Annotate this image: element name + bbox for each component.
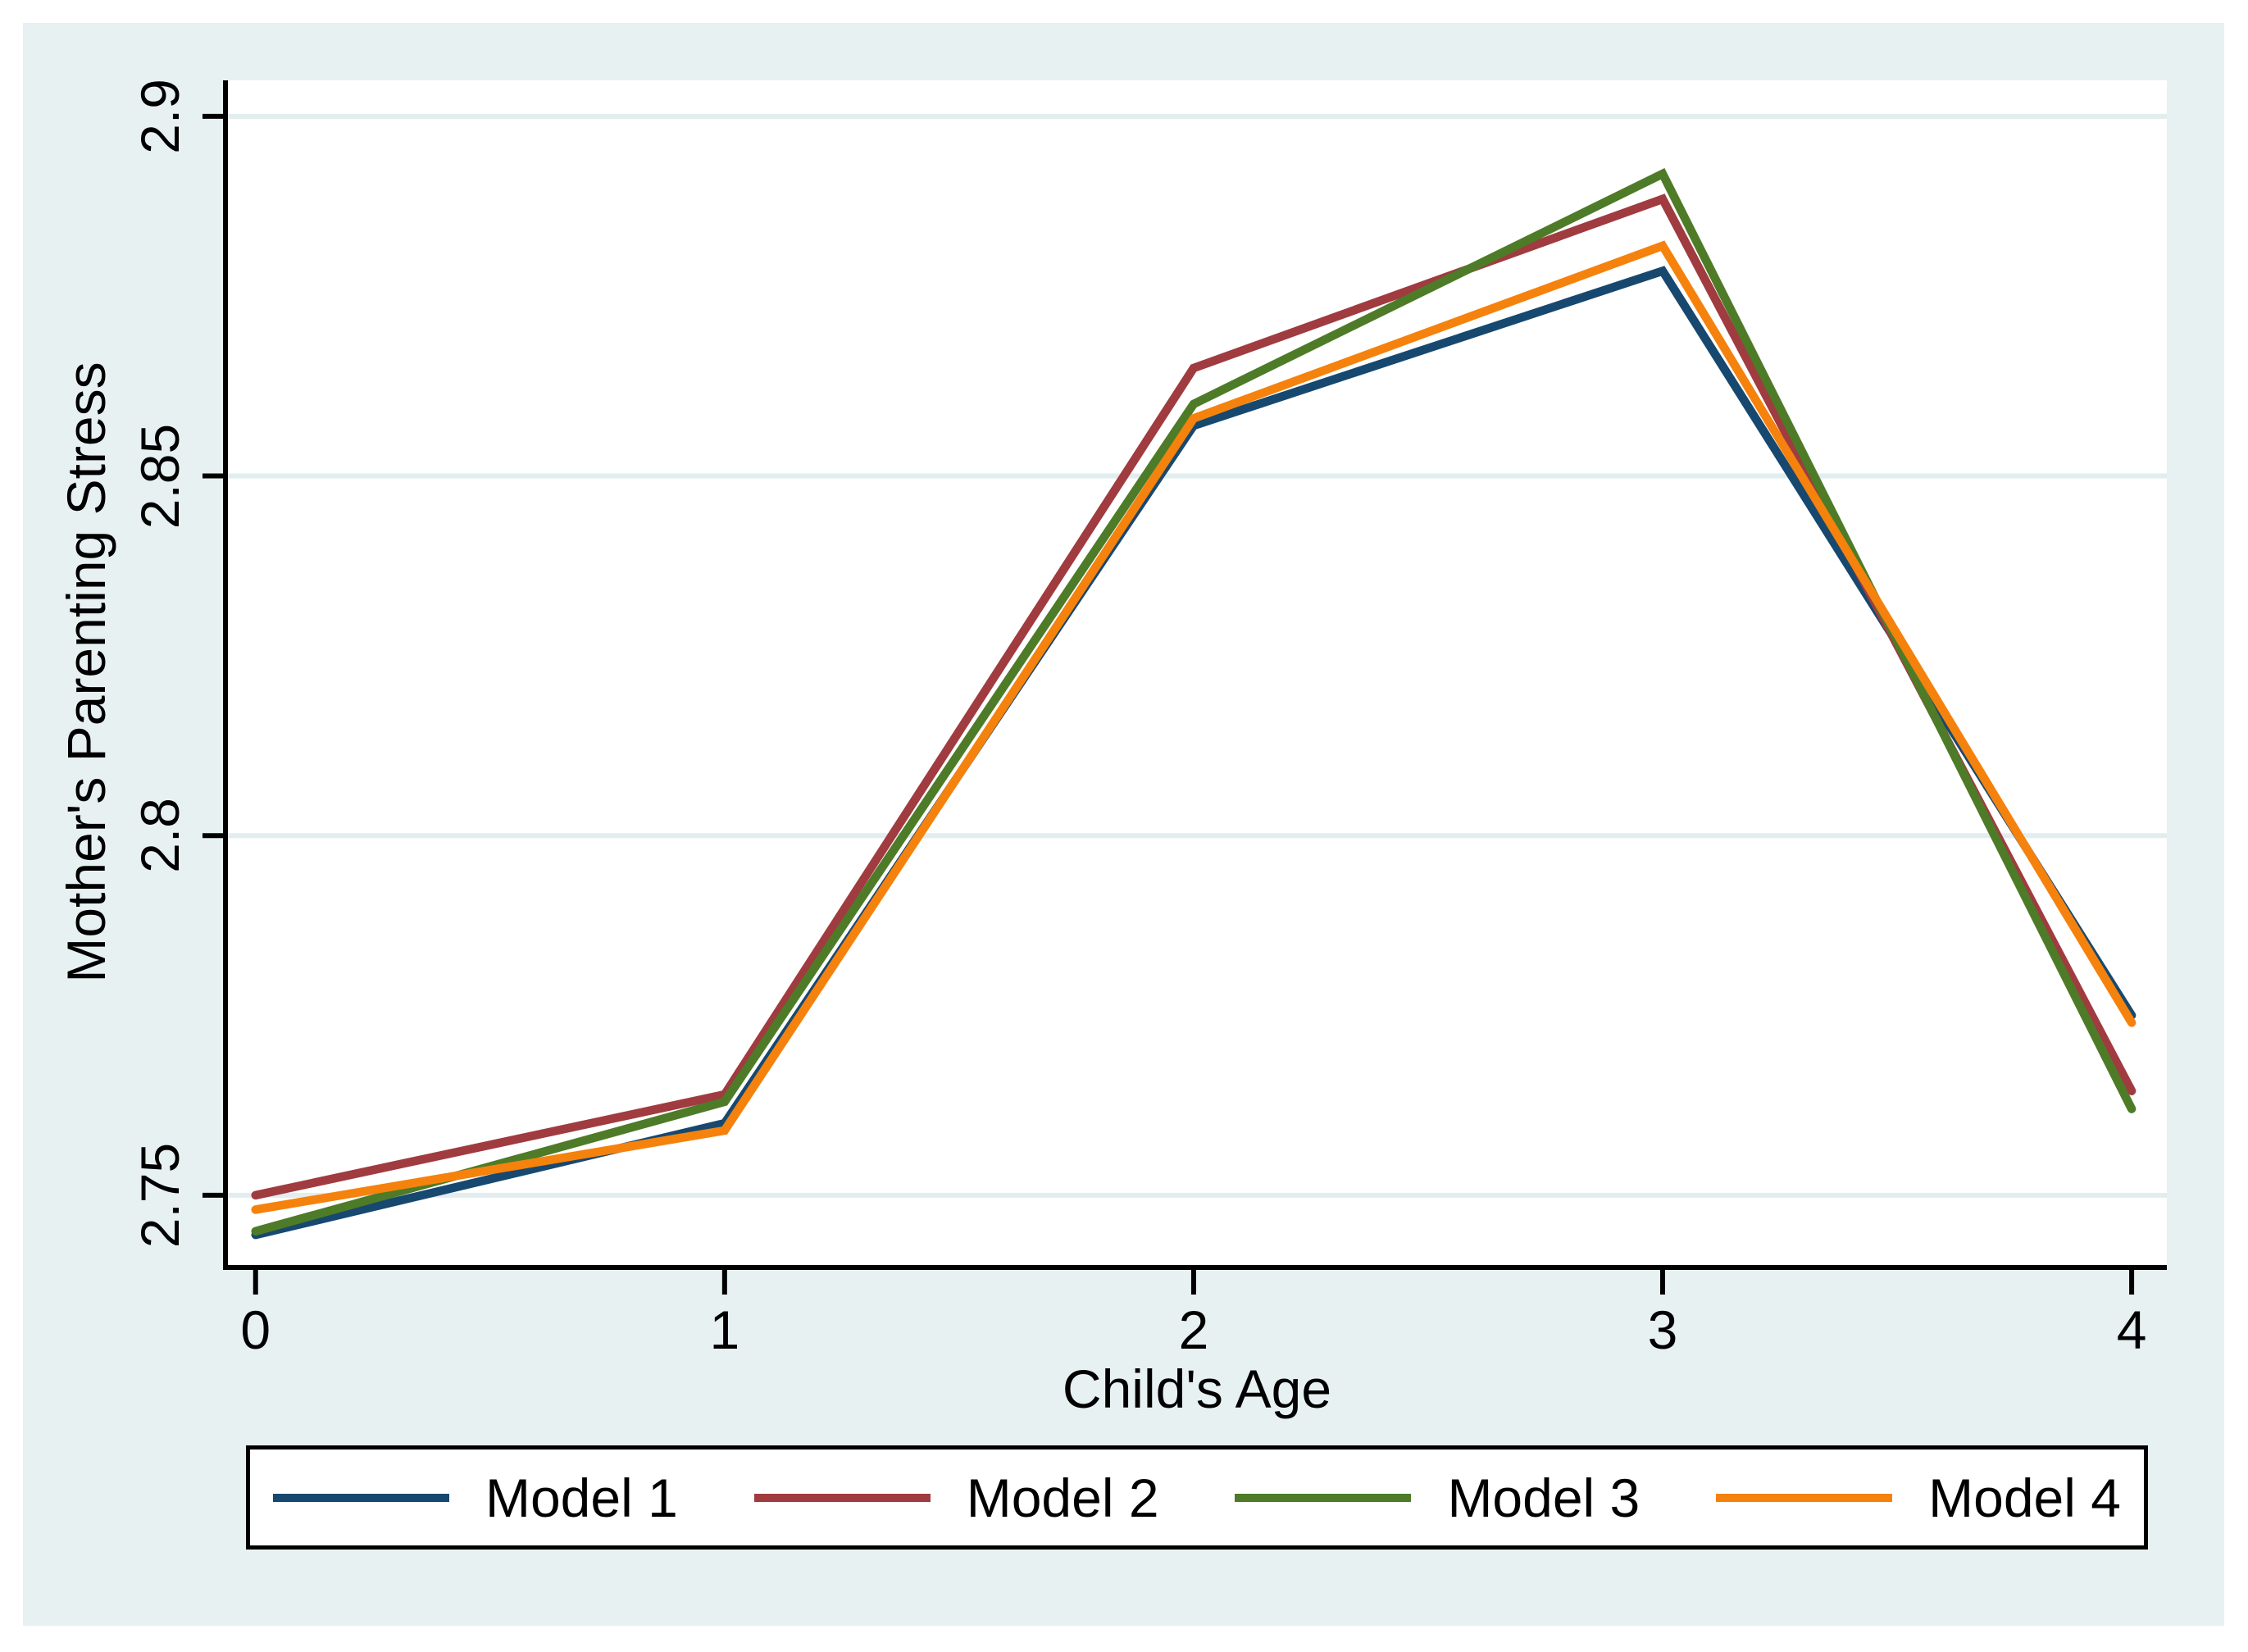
legend-label-model-2: Model 2 [966, 1467, 1159, 1528]
series-line-model-3 [251, 168, 2137, 1236]
plot-region [228, 80, 2167, 1265]
legend-label-model-3: Model 3 [1447, 1467, 1640, 1528]
legend-label-model-4: Model 4 [1928, 1467, 2121, 1528]
legend-entry-model-2: Model 2 [753, 1467, 1159, 1528]
legend-entry-model-4: Model 4 [1716, 1471, 2121, 1525]
x-tick-label: 2 [1178, 1299, 1209, 1360]
x-tick-label: 4 [2116, 1299, 2147, 1360]
model-3-line-swatch [1235, 1493, 1412, 1502]
series-line-model-4 [251, 240, 2137, 1214]
chart-canvas [203, 80, 2167, 1295]
model-2-line-swatch [753, 1493, 931, 1502]
figure-area: Mother's Parenting Stress Child's Age Mo… [23, 23, 2224, 1626]
legend-box: Model 1 Model 2 Model 3 Model 4 [246, 1445, 2148, 1550]
x-axis-title: Child's Age [1062, 1358, 1332, 1419]
legend-entry-model-1: Model 1 [273, 1471, 678, 1525]
legend-entry-model-3: Model 3 [1235, 1471, 1640, 1525]
model-4-line-swatch [1716, 1493, 1893, 1502]
x-tick-label: 1 [709, 1299, 740, 1360]
x-tick-label: 3 [1647, 1299, 1678, 1360]
y-tick-label: 2.75 [130, 1142, 190, 1249]
y-tick-label: 2.9 [130, 78, 190, 154]
y-axis-title: Mother's Parenting Stress [56, 362, 116, 983]
legend-label-model-1: Model 1 [485, 1467, 678, 1528]
series-line-model-2 [251, 193, 2137, 1200]
x-tick-label: 0 [240, 1299, 271, 1360]
y-tick-label: 2.85 [130, 423, 190, 529]
y-tick-label: 2.8 [130, 798, 190, 874]
model-1-line-swatch [273, 1493, 449, 1502]
